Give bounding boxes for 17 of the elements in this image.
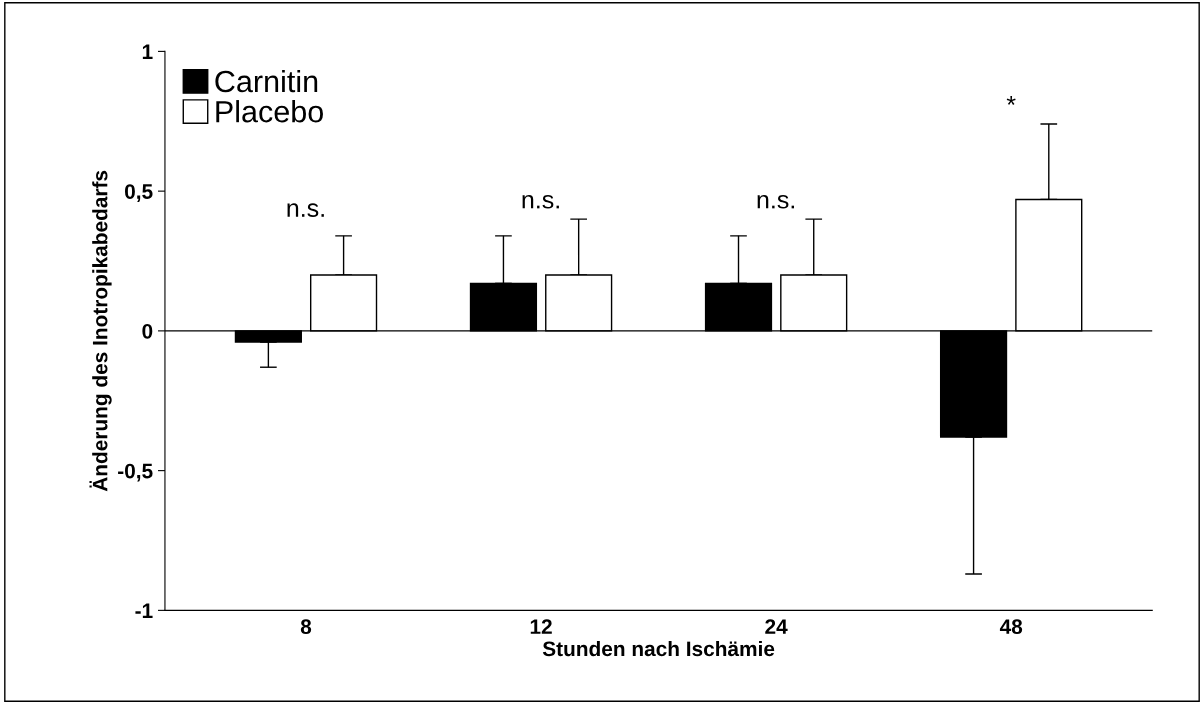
y-axis-title: Änderung des Inotropikabedarfs (89, 170, 112, 492)
y-tick-label: 1 (142, 44, 153, 59)
x-tick-label: 8 (300, 619, 312, 634)
annotation: n.s. (522, 194, 559, 209)
y-tick-label: 0 (142, 323, 153, 339)
x-axis-title: Stunden nach Ischämie (542, 640, 775, 657)
annotation: * (1006, 96, 1016, 105)
y-tick-label: -1 (135, 603, 153, 618)
legend-label: Placebo (216, 100, 323, 123)
annotation: n.s. (287, 203, 324, 218)
x-tick-label: 24 (765, 619, 788, 634)
annotation: n.s. (757, 194, 794, 209)
y-tick-label: 0,5 (125, 184, 153, 202)
legend-label: Carnitin (215, 69, 318, 93)
x-tick-label: 12 (530, 619, 552, 634)
y-tick-label: -0,5 (118, 463, 153, 482)
x-tick-label: 48 (999, 619, 1023, 634)
